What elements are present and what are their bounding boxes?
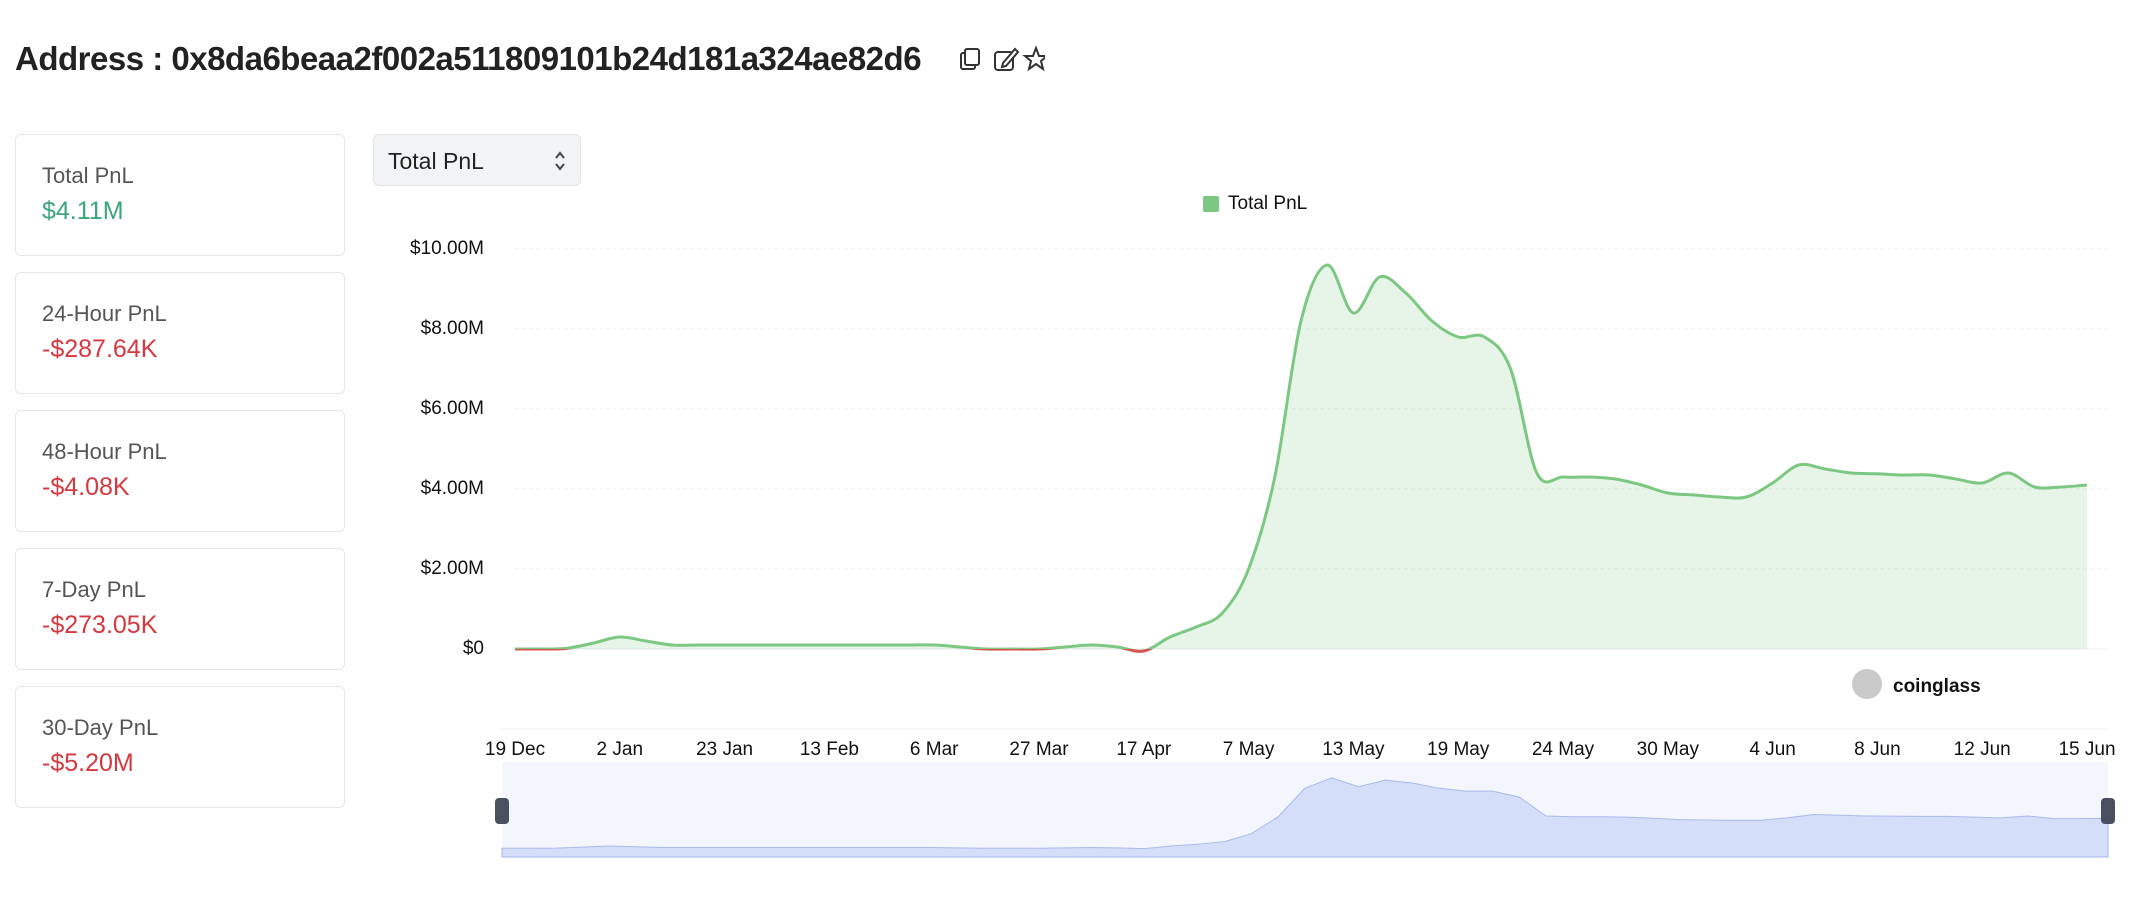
y-tick-label: $6.00M [421,398,484,419]
card-value: -$4.08K [42,473,130,501]
x-tick-label: 6 Mar [910,739,959,760]
copy-icon[interactable] [960,48,980,70]
select-label: Total PnL [388,148,484,174]
stat-card: Total PnL $4.11M [15,134,345,256]
card-label: 48-Hour PnL [42,439,167,464]
edit-icon[interactable] [994,47,1020,71]
card-label: 7-Day PnL [42,577,146,602]
stat-card: 30-Day PnL -$5.20M [15,686,345,808]
legend-swatch [1203,196,1219,212]
star-icon[interactable] [1022,45,1045,72]
card-value: -$273.05K [42,611,158,639]
x-tick-label: 27 Mar [1009,739,1069,760]
stat-card: 48-Hour PnL -$4.08K [15,410,345,532]
slider-area [501,777,2109,858]
stat-card: 24-Hour PnL -$287.64K [15,272,345,394]
watermark-logo [1852,669,1882,699]
y-tick-label: $8.00M [421,318,484,339]
x-tick-label: 19 May [1427,739,1490,760]
card-value: -$287.64K [42,335,158,363]
slider-handle[interactable] [495,798,509,824]
x-tick-label: 2 Jan [597,739,643,760]
x-tick-label: 4 Jun [1749,739,1795,760]
select-caret [555,151,565,171]
address-title: Address : 0x8da6beaa2f002a511809101b24d1… [15,40,922,77]
y-tick-label: $10.00M [410,238,484,259]
x-tick-label: 15 Jun [2058,739,2115,760]
x-tick-label: 7 May [1223,739,1275,760]
x-tick-label: 12 Jun [1954,739,2011,760]
x-tick-label: 17 Apr [1116,739,1172,760]
x-tick-label: 23 Jan [696,739,753,760]
y-tick-label: $0 [463,638,484,659]
area [515,264,2087,652]
card-value: -$5.20M [42,749,134,777]
x-tick-label: 13 Feb [800,739,859,760]
x-tick-label: 8 Jun [1854,739,1900,760]
card-label: 30-Day PnL [42,715,159,740]
metric-select[interactable]: Total PnL [373,134,581,186]
card-value: $4.11M [42,197,124,225]
line [514,263,2088,653]
title-icons [960,45,1045,72]
slider-handle[interactable] [2101,798,2115,824]
x-tick-label: 19 Dec [485,739,545,760]
y-tick-label: $2.00M [421,558,484,579]
legend-label: Total PnL [1228,193,1307,214]
x-tick-label: 24 May [1532,739,1595,760]
x-tick-label: 30 May [1637,739,1700,760]
card-label: Total PnL [42,163,134,188]
y-tick-label: $4.00M [421,478,484,499]
stat-card: 7-Day PnL -$273.05K [15,548,345,670]
watermark: coinglass [1893,676,1981,697]
x-tick-label: 13 May [1322,739,1385,760]
card-label: 24-Hour PnL [42,301,167,326]
